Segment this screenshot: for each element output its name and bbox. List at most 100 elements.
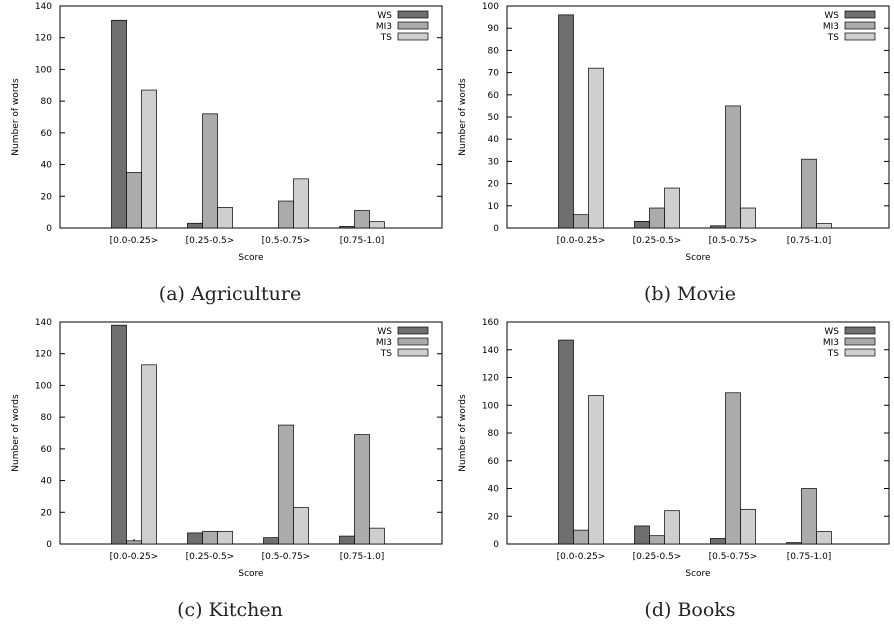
y-tick-label: 0 [46,224,52,234]
legend-swatch-mi3 [844,21,876,30]
y-tick-label: 90 [488,24,500,34]
bar-ts-0 [588,67,604,229]
y-tick-label: 120 [35,34,52,44]
bar-ts-2 [293,507,309,545]
legend-label-mi3: MI3 [376,22,392,32]
y-tick-label: 40 [488,485,500,495]
y-tick-label: 40 [488,135,500,145]
caption-agriculture: (a) Agriculture [158,283,302,305]
x-tick-label: [0.5-0.75> [262,552,311,562]
bar-mi3-1 [202,530,218,545]
y-tick-label: 100 [482,401,499,411]
x-tick-label: [0.25-0.5> [633,236,682,246]
bar-mi3-1 [649,535,665,545]
y-tick-label: 140 [35,2,52,12]
legend-swatch-mi3 [397,21,429,30]
bar-mi3-0 [573,214,589,229]
x-tick-label: [0.0-0.25> [110,236,159,246]
y-tick-label: 80 [488,46,500,56]
y-tick-label: 60 [488,91,500,101]
legend-label-ws: WS [824,11,839,21]
y-tick-label: 120 [482,374,499,384]
y-tick-label: 20 [488,180,500,190]
legend-swatch-ts [397,32,429,41]
bar-mi3-0 [126,172,142,229]
y-tick-label: 80 [41,413,53,423]
y-tick-label: 100 [35,381,52,391]
bar-mi3-2 [725,105,741,229]
x-tick-label: [0.5-0.75> [709,236,758,246]
bar-mi3-3 [801,488,817,545]
bar-ws-2 [710,225,726,229]
y-tick-label: 140 [482,346,499,356]
bar-ts-3 [369,221,385,229]
bar-mi3-0 [573,529,589,545]
x-tick-label: [0.0-0.25> [557,552,606,562]
bar-ws-3 [339,535,355,545]
bar-ts-0 [141,89,157,229]
bar-ws-3 [786,542,802,545]
legend-swatch-ws [844,326,876,335]
y-axis-label: Number of words [11,78,21,156]
x-tick-label: [0.0-0.25> [557,236,606,246]
bar-ws-0 [558,339,574,545]
y-tick-label: 120 [35,350,52,360]
legend-label-ts: TS [380,33,392,43]
bar-ws-1 [187,532,203,545]
legend-label-ts: TS [380,349,392,359]
legend-label-ws: WS [377,327,392,337]
y-tick-label: 70 [488,69,500,79]
bar-mi3-2 [725,392,741,545]
bar-ws-1 [187,222,203,229]
legend-swatch-ws [397,10,429,19]
x-tick-label: [0.5-0.75> [262,236,311,246]
y-tick-label: 10 [488,202,500,212]
bar-ts-3 [816,531,832,545]
bar-ts-1 [217,207,233,229]
legend-swatch-mi3 [397,337,429,346]
legend-swatch-ts [397,348,429,357]
bar-ts-0 [588,395,604,545]
x-axis-label: Score [685,569,711,579]
caption-books: (d) Books [644,599,736,621]
y-tick-label: 0 [493,540,499,550]
y-tick-label: 0 [493,224,499,234]
plot-frame [59,321,443,545]
bar-mi3-3 [354,434,370,545]
bar-ws-2 [710,538,726,545]
bar-ws-0 [111,324,127,545]
bar-ts-2 [740,508,756,545]
legend-label-mi3: MI3 [823,338,839,348]
bar-ts-1 [664,187,680,229]
bar-ws-1 [634,525,650,545]
y-tick-label: 100 [482,2,499,12]
x-tick-label: [0.75-1.0] [340,552,385,562]
bar-ws-2 [263,537,279,545]
chart-books: 0 20 40 60 80 100 120 140 160 Number of words Scor… [458,318,890,579]
bar-ts-3 [816,223,832,229]
y-tick-label: 30 [488,157,500,167]
x-tick-label: [0.25-0.5> [633,552,682,562]
y-tick-label: 20 [488,512,500,522]
y-tick-label: 60 [41,129,53,139]
bar-ts-0 [141,364,157,545]
bar-ts-2 [293,178,309,229]
bar-mi3-1 [649,207,665,229]
caption-movie: (b) Movie [644,283,736,305]
x-axis-label: Score [685,253,711,263]
y-tick-label: 60 [488,457,500,467]
legend-label-ts: TS [827,349,839,359]
bar-mi3-3 [354,210,370,229]
legend-swatch-mi3 [844,337,876,346]
y-tick-label: 0 [46,540,52,550]
legend-swatch-ts [844,32,876,41]
y-tick-label: 40 [41,161,53,171]
x-tick-label: [0.5-0.75> [709,552,758,562]
bar-mi3-3 [801,158,817,229]
x-tick-label: [0.25-0.5> [186,552,235,562]
x-tick-label: [0.75-1.0] [787,552,832,562]
legend-swatch-ts [844,348,876,357]
y-tick-label: 40 [41,477,53,487]
